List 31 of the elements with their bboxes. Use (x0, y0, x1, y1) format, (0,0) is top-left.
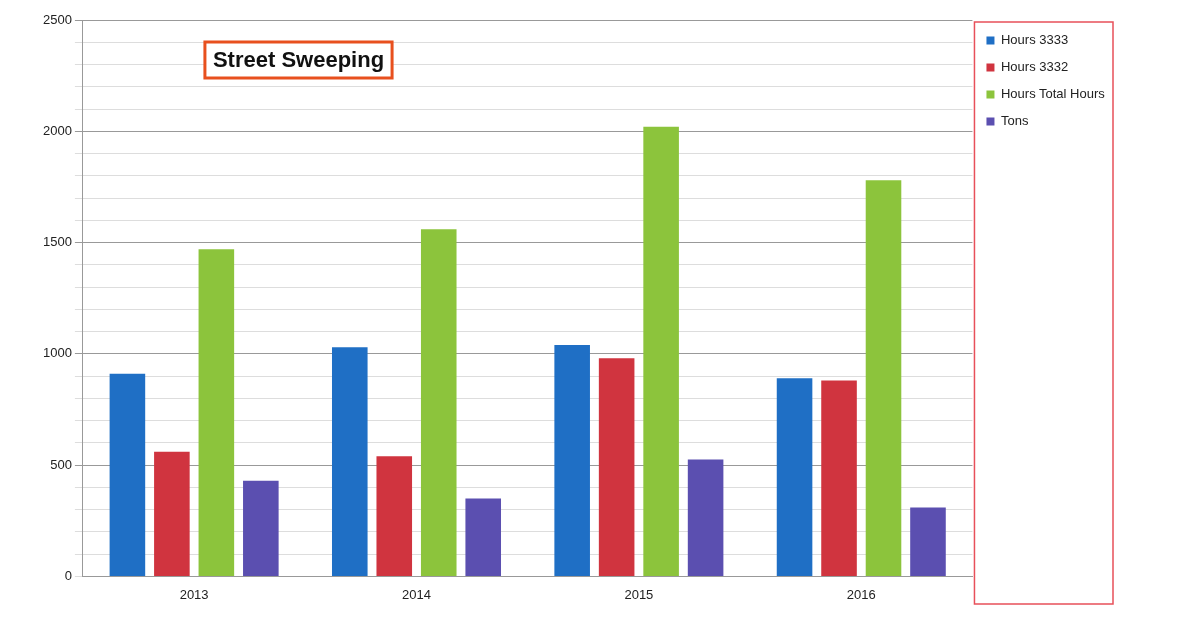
bar (109, 373, 146, 576)
bar (776, 378, 813, 576)
x-tick-label: 2013 (179, 586, 209, 602)
y-tick-label: 0 (64, 567, 72, 583)
bar (420, 229, 457, 576)
bar (154, 451, 190, 576)
bar (821, 380, 857, 576)
x-tick-label: 2014 (402, 586, 431, 602)
y-tick-label: 2000 (43, 122, 72, 138)
x-tick-label: 2016 (846, 586, 876, 602)
bar (376, 456, 413, 576)
bar (687, 459, 724, 576)
bar (243, 480, 279, 576)
bar (554, 344, 590, 576)
y-tick-label: 500 (50, 456, 72, 472)
x-tick-label: 2015 (624, 586, 654, 602)
bar (865, 180, 902, 576)
bar (910, 507, 946, 576)
legend-label: Hours Total Hours (1000, 86, 1106, 102)
bar (198, 249, 235, 576)
text: Street Sweeping (212, 47, 385, 73)
legend-label: Hours 3332 (1000, 59, 1069, 75)
y-tick-label: 1000 (43, 345, 72, 361)
y-tick-label: 1500 (43, 234, 72, 250)
y-tick-label: 2500 (43, 11, 72, 27)
bar (643, 126, 679, 576)
bar (331, 347, 368, 576)
bar (465, 498, 502, 576)
bar (598, 358, 635, 576)
legend-label: Hours 3333 (1000, 32, 1069, 48)
legend-label: Tons (1000, 113, 1029, 129)
